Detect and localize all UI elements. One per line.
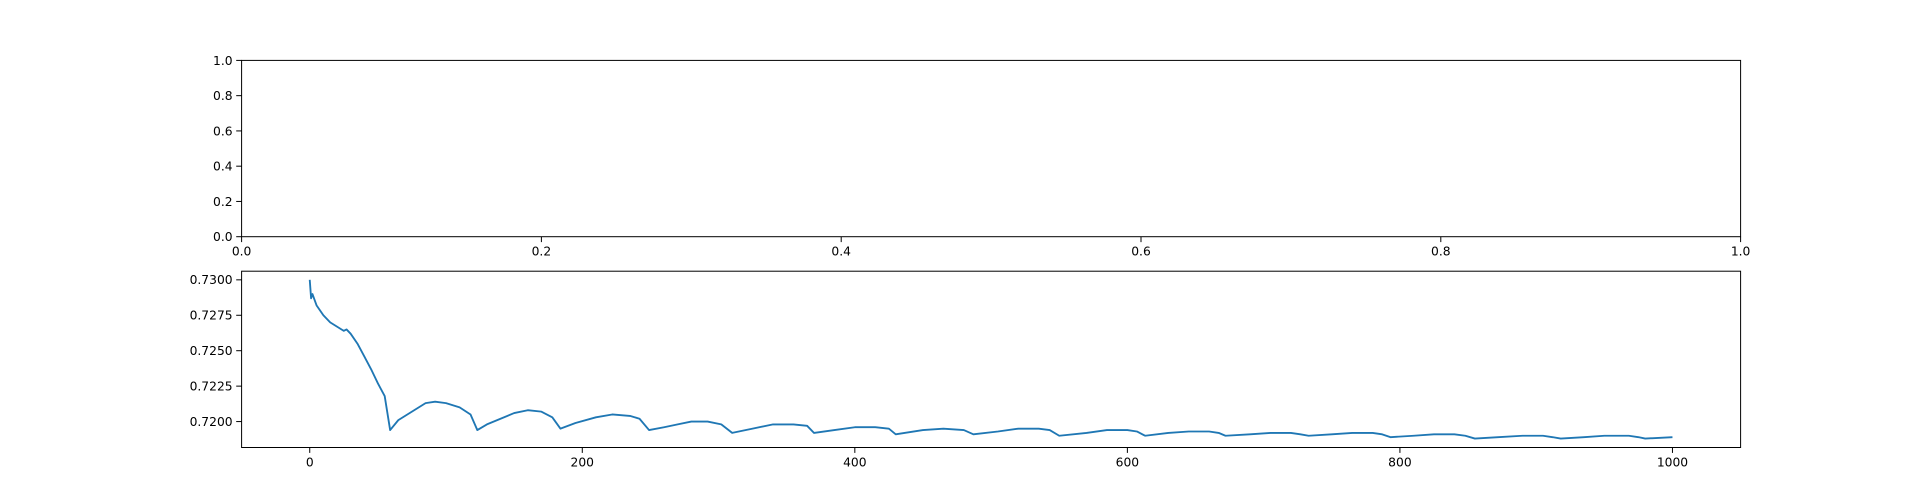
y-tick-label: 0.2: [213, 195, 233, 209]
y-tick-label: 0.0: [213, 230, 233, 244]
x-tick-label: 0.8: [1431, 245, 1451, 259]
axes-frame: [241, 59, 1742, 238]
y-tick-label: 0.6: [213, 124, 233, 138]
x-tick-label: 0.4: [831, 245, 851, 259]
y-tick-label: 0.4: [213, 160, 233, 174]
x-tick-label: 0.6: [1131, 245, 1151, 259]
x-tick-label: 0: [306, 456, 314, 470]
y-tick-label: 0.7275: [190, 309, 233, 323]
x-tick-label: 1000: [1657, 456, 1688, 470]
y-tick-label: 0.7300: [190, 273, 233, 287]
x-tick-label: 600: [1116, 456, 1139, 470]
x-tick-label: 0.0: [232, 245, 252, 259]
x-tick-label: 200: [571, 456, 594, 470]
y-tick-label: 0.7200: [190, 415, 233, 429]
axes-frame: [241, 270, 1742, 449]
x-tick-label: 0.2: [532, 245, 552, 259]
data-line: [308, 279, 1673, 440]
y-tick-label: 0.7250: [190, 344, 233, 358]
x-tick-label: 800: [1388, 456, 1411, 470]
x-tick-label: 400: [843, 456, 866, 470]
y-tick-label: 0.8: [213, 89, 233, 103]
x-tick-label: 1.0: [1731, 245, 1751, 259]
y-tick-label: 1.0: [213, 54, 233, 68]
y-tick-label: 0.7225: [190, 380, 233, 394]
